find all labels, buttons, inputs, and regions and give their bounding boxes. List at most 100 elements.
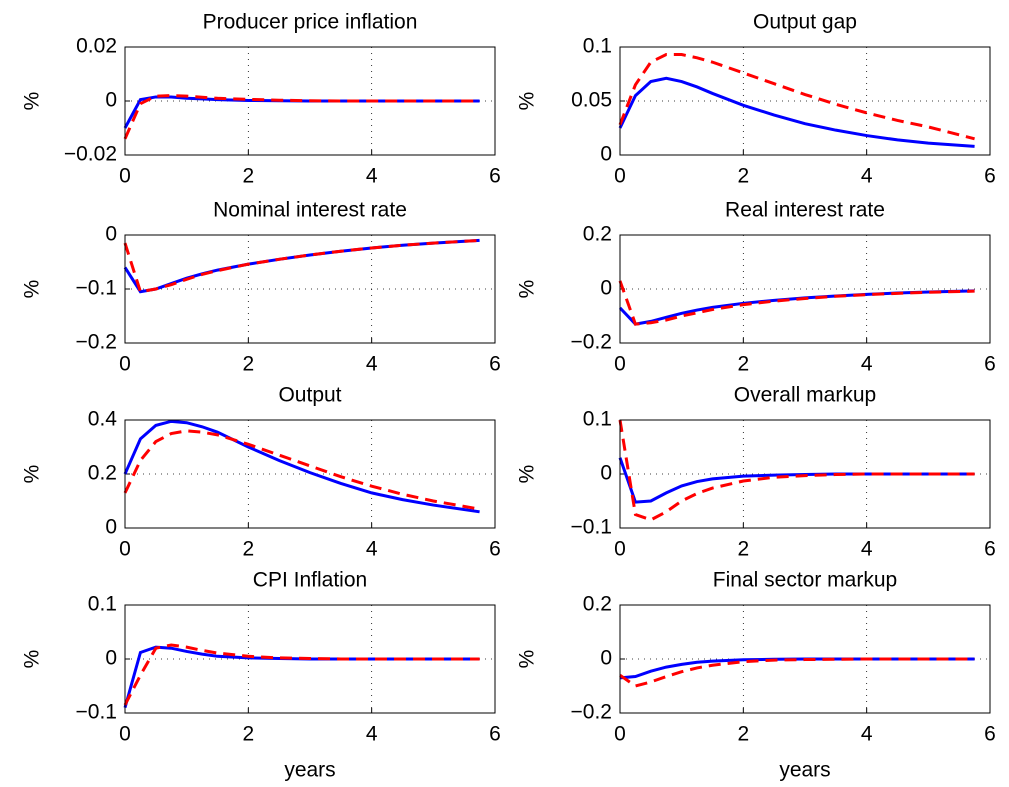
y-tick-label: −0.2 <box>76 331 117 354</box>
y-tick-label: −0.2 <box>571 331 612 354</box>
y-tick-label: 0.1 <box>583 35 612 58</box>
subplot-title: Output gap <box>753 11 857 34</box>
axes-box <box>619 234 991 344</box>
x-tick-label: 6 <box>489 165 501 188</box>
y-tick-label: 0 <box>600 462 612 485</box>
series-line <box>123 94 480 140</box>
axes-box <box>124 46 496 156</box>
y-tick-label: 0 <box>105 89 117 112</box>
series-line <box>123 238 480 294</box>
subplot-title: Producer price inflation <box>203 11 418 34</box>
subplot-title: Nominal interest rate <box>213 199 407 222</box>
x-tick-label: 6 <box>984 723 996 746</box>
y-tick-label: 0.1 <box>583 408 612 431</box>
subplot-title: CPI Inflation <box>253 569 367 592</box>
y-axis-label: % <box>516 280 539 299</box>
series-line <box>123 643 480 706</box>
subplot-title: Output <box>278 384 341 407</box>
x-tick-label: 6 <box>984 353 996 376</box>
series-line <box>123 419 480 514</box>
y-tick-label: 0 <box>105 223 117 246</box>
subplot: 0 2 4 6 −0.2 −0.1 0 Nominal interest rate% <box>21 199 501 376</box>
x-tick-label: 4 <box>366 538 378 561</box>
x-tick-label: 4 <box>861 165 873 188</box>
x-tick-label: 2 <box>737 723 749 746</box>
y-tick-label: 0 <box>105 516 117 539</box>
y-tick-label: 0 <box>600 277 612 300</box>
x-tick-label: 6 <box>984 165 996 188</box>
x-tick-label: 6 <box>489 353 501 376</box>
x-tick-label: 0 <box>614 723 626 746</box>
axes-box <box>124 419 496 529</box>
y-tick-label: −0.02 <box>64 143 117 166</box>
series-line <box>123 429 480 511</box>
axes-box <box>619 46 991 156</box>
x-tick-label: 0 <box>119 353 131 376</box>
x-tick-label: 4 <box>861 353 873 376</box>
x-tick-label: 2 <box>737 538 749 561</box>
x-tick-label: 6 <box>489 538 501 561</box>
x-tick-label: 4 <box>366 723 378 746</box>
subplot-title: Final sector markup <box>713 569 897 592</box>
subplot-title: Real interest rate <box>725 199 885 222</box>
x-tick-label: 0 <box>119 723 131 746</box>
subplot: 0 2 4 6 0 0.05 0.1 Output gap% <box>516 11 996 188</box>
series-line <box>618 53 975 141</box>
y-tick-label: 0.02 <box>76 35 117 58</box>
x-tick-label: 0 <box>119 538 131 561</box>
series-line <box>619 657 975 688</box>
series-line <box>618 419 975 522</box>
axes-box <box>619 419 991 529</box>
x-tick-label: 0 <box>119 165 131 188</box>
x-axis-label: years <box>284 759 335 782</box>
y-tick-label: −0.1 <box>571 516 612 539</box>
y-axis-label: % <box>21 465 44 484</box>
x-tick-label: 6 <box>489 723 501 746</box>
series-line <box>618 76 975 148</box>
x-tick-label: 2 <box>737 165 749 188</box>
y-tick-label: −0.2 <box>571 701 612 724</box>
y-tick-label: 0 <box>105 647 117 670</box>
y-tick-label: −0.1 <box>76 277 117 300</box>
y-tick-label: 0.4 <box>88 408 118 431</box>
y-axis-label: % <box>21 650 44 669</box>
x-tick-label: 0 <box>614 538 626 561</box>
y-tick-label: 0 <box>600 143 612 166</box>
y-axis-label: % <box>516 650 539 669</box>
y-tick-label: 0.2 <box>583 593 612 616</box>
y-tick-label: −0.1 <box>76 701 117 724</box>
x-axis-label: years <box>779 759 830 782</box>
x-tick-label: 2 <box>242 165 254 188</box>
x-tick-label: 4 <box>366 165 378 188</box>
y-tick-label: 0.2 <box>88 462 117 485</box>
axes-box <box>124 234 496 344</box>
axes-box <box>619 604 991 714</box>
y-axis-label: % <box>516 465 539 484</box>
x-tick-label: 0 <box>614 165 626 188</box>
x-tick-label: 4 <box>861 538 873 561</box>
y-axis-label: % <box>21 92 44 111</box>
x-tick-label: 0 <box>614 353 626 376</box>
x-tick-label: 4 <box>861 723 873 746</box>
y-tick-label: 0.2 <box>583 223 612 246</box>
subplot: 0 2 4 6 0 0.2 0.4 Output% <box>21 384 501 561</box>
x-tick-label: 6 <box>984 538 996 561</box>
x-tick-label: 2 <box>242 353 254 376</box>
x-tick-label: 2 <box>242 538 254 561</box>
y-tick-label: 0 <box>600 647 612 670</box>
x-tick-label: 2 <box>242 723 254 746</box>
y-axis-label: % <box>516 92 539 111</box>
series-line <box>618 280 975 326</box>
subplot-title: Overall markup <box>734 384 876 407</box>
y-tick-label: 0.05 <box>571 89 612 112</box>
series-line <box>123 645 480 709</box>
series-line <box>618 457 975 504</box>
y-tick-label: 0.1 <box>88 593 117 616</box>
series-line <box>123 238 480 294</box>
